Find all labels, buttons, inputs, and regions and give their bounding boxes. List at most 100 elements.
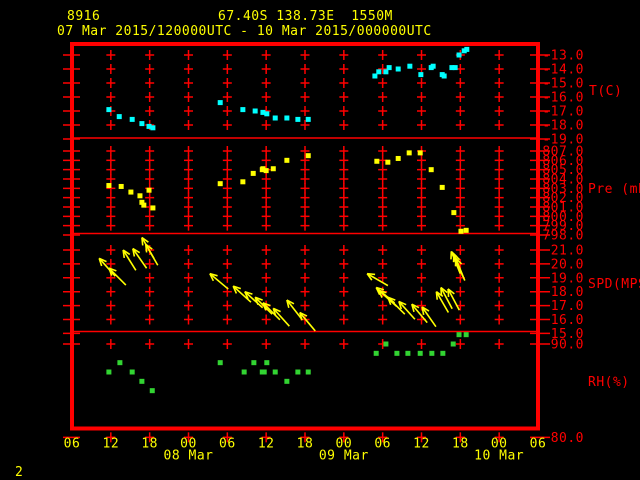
wind-arrow <box>98 257 116 277</box>
temperature-point <box>418 72 424 78</box>
panel-label-pressure: Pre (mb) <box>588 182 640 197</box>
wind-arrow <box>262 302 281 321</box>
plot-frame <box>70 42 540 431</box>
panel-label-temperature: T(C) <box>589 84 623 99</box>
y-tick-label: 807.0 <box>542 145 584 160</box>
wind-arrow <box>209 272 229 290</box>
temperature-point <box>284 115 290 121</box>
pressure-point <box>385 159 391 165</box>
temperature-point <box>456 52 462 58</box>
station-location: 67.40S 138.73E 1550M <box>218 9 393 24</box>
wind-arrow <box>435 291 450 313</box>
relative_humidity-point <box>272 369 278 375</box>
relative_humidity-point <box>261 369 267 375</box>
x-hour-label: 00 <box>336 437 353 452</box>
relative_humidity-point <box>117 360 123 366</box>
pressure-point <box>458 228 464 234</box>
y-tick-label: 17.0 <box>551 299 584 314</box>
y-tick-label: 21.0 <box>551 244 584 259</box>
y-tick-label: -19.0 <box>542 133 584 148</box>
x-date-label: 09 Mar <box>319 449 369 464</box>
y-tick-label: 90.0 <box>551 338 584 353</box>
y-tick-label: 799.0 <box>542 219 584 234</box>
x-hour-label: 12 <box>258 437 275 452</box>
pressure-point <box>139 199 145 205</box>
y-tick-label: 803.0 <box>542 182 584 197</box>
temperature-point <box>272 115 278 121</box>
temperature-point <box>305 116 311 122</box>
relative_humidity-point <box>295 369 301 375</box>
relative_humidity-point <box>440 350 446 356</box>
y-tick-label: 20.0 <box>551 257 584 272</box>
time-period: 07 Mar 2015/120000UTC - 10 Mar 2015/0000… <box>57 24 432 39</box>
relative_humidity-point <box>463 332 469 338</box>
relative_humidity-point <box>405 350 411 356</box>
y-tick-label: 805.0 <box>542 163 584 178</box>
temperature-point <box>430 63 436 69</box>
wind-arrow <box>454 257 466 281</box>
temperature-point <box>252 108 258 114</box>
y-tick-label: 801.0 <box>542 200 584 215</box>
wind-arrow <box>144 243 159 266</box>
pressure-point <box>263 168 269 174</box>
y-tick-label: 804.0 <box>542 172 584 187</box>
temperature-point <box>407 63 413 69</box>
temperature-point <box>441 73 447 79</box>
relative_humidity-point <box>284 378 290 384</box>
x-hour-label: 00 <box>180 437 197 452</box>
temperature-point <box>461 48 467 54</box>
temperature-point <box>376 69 382 75</box>
temperature-point <box>139 121 145 127</box>
wind-arrow <box>421 306 437 328</box>
pressure-point <box>128 189 134 195</box>
wind-arrow <box>366 272 389 287</box>
relative_humidity-point <box>373 350 379 356</box>
y-tick-label: -14.0 <box>542 63 584 78</box>
pressure-point <box>406 150 412 156</box>
temperature-point <box>264 111 270 117</box>
temperature-point <box>395 66 401 72</box>
temperature-point <box>150 125 156 131</box>
x-hour-label: 00 <box>491 437 508 452</box>
temperature-point <box>129 116 135 122</box>
pressure-point <box>439 184 445 190</box>
x-hour-label: 06 <box>374 437 391 452</box>
page-number: 2 <box>15 465 24 480</box>
x-hour-label: 06 <box>64 437 81 452</box>
pressure-point <box>305 153 311 159</box>
relative_humidity-point <box>217 360 223 366</box>
relative_humidity-point <box>106 369 112 375</box>
relative_humidity-point <box>251 360 257 366</box>
relative_humidity-point <box>264 360 270 366</box>
x-hour-label: 12 <box>413 437 430 452</box>
station-id: 8916 <box>67 9 101 24</box>
panel-label-wind-speed: SPD(MPS) <box>588 277 640 292</box>
x-date-label: 08 Mar <box>164 449 214 464</box>
temperature-point <box>383 69 389 75</box>
x-hour-label: 18 <box>297 437 314 452</box>
relative_humidity-point <box>456 332 462 338</box>
pressure-point <box>463 227 469 233</box>
temperature-point <box>295 116 301 122</box>
relative_humidity-point <box>450 341 456 347</box>
relative_humidity-point <box>139 378 145 384</box>
pressure-point <box>240 179 246 185</box>
pressure-point <box>217 181 223 187</box>
temperature-point <box>240 107 246 113</box>
y-tick-label: -13.0 <box>542 49 584 64</box>
pressure-point <box>260 166 266 172</box>
pressure-point <box>374 158 380 164</box>
temperature-point <box>372 73 378 79</box>
panel-label-humidity: RH(%) <box>588 375 630 390</box>
pressure-point <box>395 155 401 161</box>
pressure-point <box>106 183 112 189</box>
wind-arrow <box>272 307 290 327</box>
relative_humidity-point <box>417 350 423 356</box>
wind-arrow <box>411 303 428 324</box>
y-tick-label: 19.0 <box>551 271 584 286</box>
relative_humidity-point <box>429 350 435 356</box>
relative_humidity-point <box>149 388 155 394</box>
y-tick-label: 806.0 <box>542 154 584 169</box>
